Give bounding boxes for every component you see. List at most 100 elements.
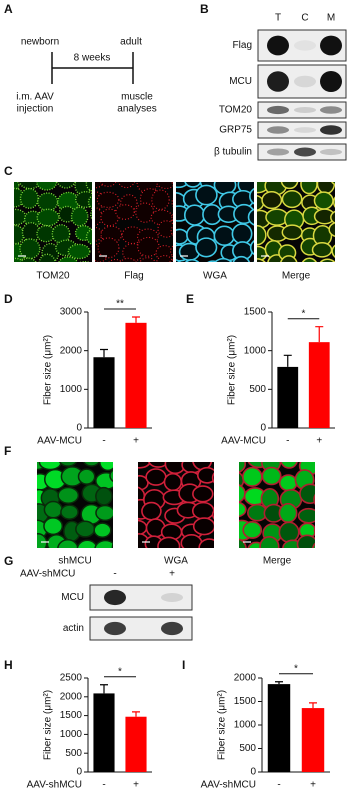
cell	[95, 471, 113, 490]
cell	[198, 538, 214, 548]
cell	[111, 542, 113, 548]
panel-letter: B	[200, 2, 209, 16]
blot-band	[320, 106, 342, 114]
cell	[239, 484, 246, 503]
cell	[241, 466, 263, 487]
cell	[331, 182, 335, 186]
cell	[216, 536, 235, 552]
error-bar	[275, 681, 283, 685]
cell	[212, 509, 214, 520]
cell	[114, 523, 130, 539]
panel-letter: D	[4, 292, 13, 306]
cell	[249, 240, 254, 256]
cell	[192, 517, 214, 536]
micrograph	[95, 182, 173, 262]
label: muscle	[121, 92, 153, 103]
cell	[85, 182, 92, 192]
cell	[135, 202, 155, 223]
cell	[100, 208, 119, 227]
cell	[171, 213, 173, 223]
cell	[171, 182, 173, 187]
bar	[301, 708, 325, 772]
blot-band	[267, 71, 289, 92]
y-tick-label: 0	[250, 767, 256, 778]
cell	[261, 190, 283, 210]
micrograph	[138, 462, 237, 552]
cell	[60, 504, 79, 520]
cell	[57, 539, 79, 548]
cell	[312, 542, 315, 548]
blot-band	[294, 75, 316, 88]
panel-letter: F	[4, 444, 11, 458]
y-tick-label: 1000	[60, 384, 83, 395]
error-bar	[315, 326, 324, 343]
cell	[313, 526, 315, 535]
x-axis-label: AAV-shMCU	[201, 780, 256, 791]
cell	[314, 462, 315, 463]
cell	[313, 191, 334, 210]
cell	[151, 189, 170, 210]
label: 8 weeks	[74, 53, 111, 64]
cell	[119, 257, 137, 262]
lane-label: +	[169, 569, 175, 580]
cell	[115, 486, 131, 500]
cell	[141, 501, 162, 521]
cell	[38, 253, 56, 262]
cell	[296, 534, 315, 548]
blot-band	[294, 40, 316, 51]
cell	[115, 506, 136, 526]
panel-letter: C	[4, 164, 13, 178]
cell	[247, 208, 254, 226]
cell	[184, 258, 200, 262]
cell	[333, 196, 335, 208]
cell	[314, 479, 315, 484]
blot-band	[161, 593, 183, 602]
lane-label: -	[113, 569, 116, 580]
cell	[37, 192, 59, 212]
micrograph	[37, 462, 136, 548]
cell	[176, 228, 189, 245]
cell	[67, 243, 91, 260]
cell	[99, 462, 113, 472]
cell	[36, 208, 60, 227]
cell	[216, 491, 237, 508]
cell	[333, 261, 350, 276]
cell	[195, 237, 218, 258]
cell	[249, 187, 254, 205]
cell	[117, 182, 136, 189]
cell	[280, 255, 298, 262]
cell	[75, 191, 92, 209]
micrograph	[257, 182, 350, 276]
cell	[331, 244, 335, 258]
label: analyses	[117, 104, 156, 115]
micrograph	[239, 462, 315, 548]
x-tick-label: -	[277, 780, 280, 791]
y-tick-label: 2000	[60, 345, 83, 356]
micrograph	[14, 182, 111, 278]
x-tick-label: +	[316, 436, 322, 447]
cell	[77, 468, 96, 485]
cell	[100, 182, 117, 187]
cell	[300, 182, 318, 195]
x-tick-label: +	[310, 780, 316, 791]
panel-letter: H	[4, 658, 13, 672]
cell	[76, 539, 98, 548]
cell	[108, 258, 123, 262]
image-label: Merge	[282, 271, 311, 282]
cell	[169, 245, 173, 257]
y-tick-label: 500	[249, 384, 266, 395]
blot-band	[267, 35, 289, 56]
blot-band	[267, 148, 289, 156]
cell	[191, 501, 214, 520]
cell	[155, 254, 173, 262]
cell	[196, 466, 214, 484]
y-tick-label: 0	[76, 423, 82, 434]
cell	[155, 182, 173, 190]
cell	[148, 462, 169, 468]
cell	[96, 191, 120, 208]
cell	[89, 261, 111, 278]
error-bar	[309, 702, 317, 709]
blot-band	[294, 107, 316, 113]
cell	[90, 209, 92, 220]
cell	[138, 519, 148, 536]
